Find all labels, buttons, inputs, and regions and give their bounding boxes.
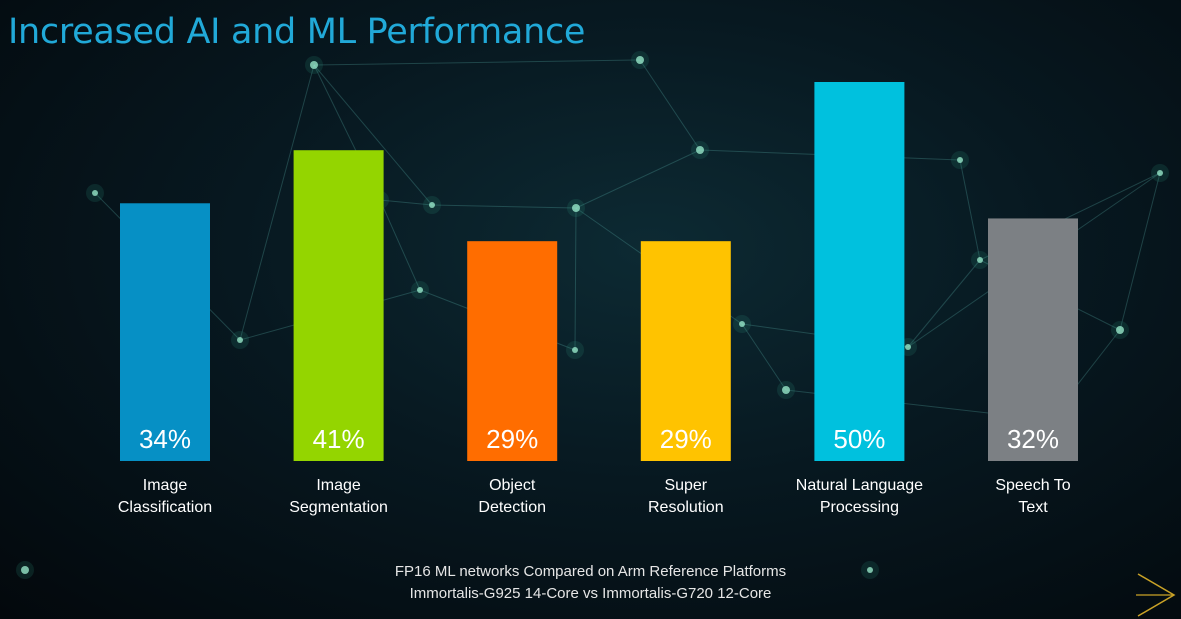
category-label-super-resolution-line-2: Resolution <box>648 499 724 516</box>
category-label-image-segmentation-line-1: Image <box>316 477 361 494</box>
category-label-speech-to-text-line-2: Text <box>1018 499 1048 516</box>
footnote-line-2: Immortalis-G925 14-Core vs Immortalis-G7… <box>409 585 772 602</box>
category-label-image-classification-line-2: Classification <box>118 499 212 516</box>
category-label-speech-to-text-line-1: Speech To <box>995 477 1070 494</box>
bar-object-detection <box>467 241 558 461</box>
category-label-natural-language-processing-line-1: Natural Language <box>796 477 923 494</box>
category-label-image-classification-line-1: Image <box>143 477 188 494</box>
bar-speech-to-text <box>988 218 1078 461</box>
bar-image-classification <box>120 203 210 461</box>
chevron-right-icon[interactable] <box>1134 572 1178 618</box>
category-label-image-segmentation-line-2: Segmentation <box>289 499 388 516</box>
category-label-object-detection-line-2: Detection <box>478 499 546 516</box>
category-label-object-detection-line-1: Object <box>489 477 536 494</box>
value-label-image-classification: 34% <box>139 424 191 454</box>
footnote-line-1: FP16 ML networks Compared on Arm Referen… <box>394 563 787 580</box>
category-label-super-resolution-line-1: Super <box>664 477 707 494</box>
value-label-super-resolution: 29% <box>660 424 712 454</box>
value-label-natural-language-processing: 50% <box>833 424 885 454</box>
page-title: Increased AI and ML Performance <box>8 12 586 52</box>
value-label-speech-to-text: 32% <box>1007 424 1059 454</box>
bar-natural-language-processing <box>814 82 905 461</box>
value-label-object-detection: 29% <box>486 424 538 454</box>
bar-super-resolution <box>640 241 731 461</box>
category-label-natural-language-processing-line-2: Processing <box>820 499 899 516</box>
bar-image-segmentation <box>293 150 384 461</box>
value-label-image-segmentation: 41% <box>313 424 365 454</box>
